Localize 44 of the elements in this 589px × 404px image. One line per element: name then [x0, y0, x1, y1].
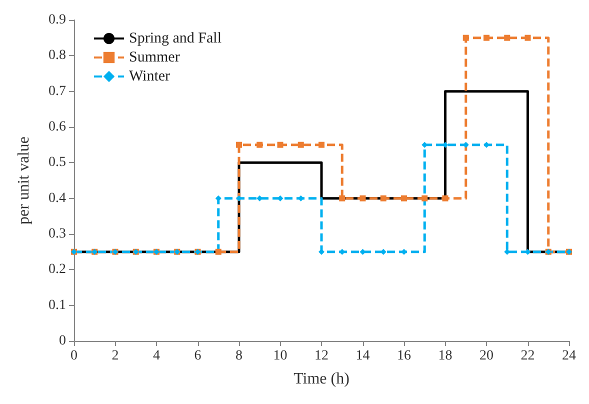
y-axis-title: per unit value — [16, 136, 32, 224]
y-tick-label: 0.4 — [48, 190, 66, 206]
x-tick-label: 12 — [314, 348, 328, 364]
x-tick-label: 24 — [562, 348, 576, 364]
point — [318, 142, 324, 148]
y-tick-label: 0.2 — [48, 262, 66, 278]
x-tick-label: 2 — [112, 348, 119, 364]
x-tick-label: 22 — [520, 348, 535, 364]
point — [484, 34, 490, 41]
x-tick-label: 6 — [194, 348, 202, 364]
y-tick-label: 0.9 — [48, 12, 66, 28]
point — [462, 34, 469, 41]
y-tick-label: 0.6 — [48, 120, 66, 134]
point — [215, 248, 222, 255]
y-tick-label: 0.8 — [48, 48, 66, 64]
point — [277, 142, 284, 148]
y-tick-label: 0.5 — [48, 155, 66, 170]
x-tick-label: 0 — [70, 348, 78, 364]
legend-label: Winter — [129, 68, 170, 84]
legend-label: Spring and Fall — [129, 30, 222, 46]
x-tick-label: 8 — [236, 348, 242, 364]
point — [256, 142, 263, 148]
y-tick-label: 0.7 — [48, 84, 66, 99]
point — [442, 195, 448, 202]
point — [422, 195, 428, 202]
y-tick-label: 0 — [59, 334, 66, 348]
point — [524, 34, 531, 41]
x-tick-label: 18 — [438, 348, 452, 364]
point — [298, 142, 304, 148]
point — [339, 195, 346, 202]
legend-label: Summer — [129, 50, 180, 66]
x-tick-label: 20 — [480, 348, 494, 364]
point — [360, 195, 366, 202]
point — [380, 195, 386, 202]
point — [236, 142, 242, 148]
y-tick-label: 0.1 — [48, 298, 66, 313]
point — [401, 195, 407, 202]
x-tick-label: 10 — [273, 348, 288, 364]
x-tick-label: 4 — [153, 348, 160, 364]
y-tick-label: 0.3 — [48, 226, 66, 242]
x-tick-label: 16 — [397, 348, 411, 364]
x-axis-title: Time (h) — [294, 370, 350, 388]
x-tick-label: 14 — [356, 348, 370, 364]
point — [504, 34, 510, 41]
